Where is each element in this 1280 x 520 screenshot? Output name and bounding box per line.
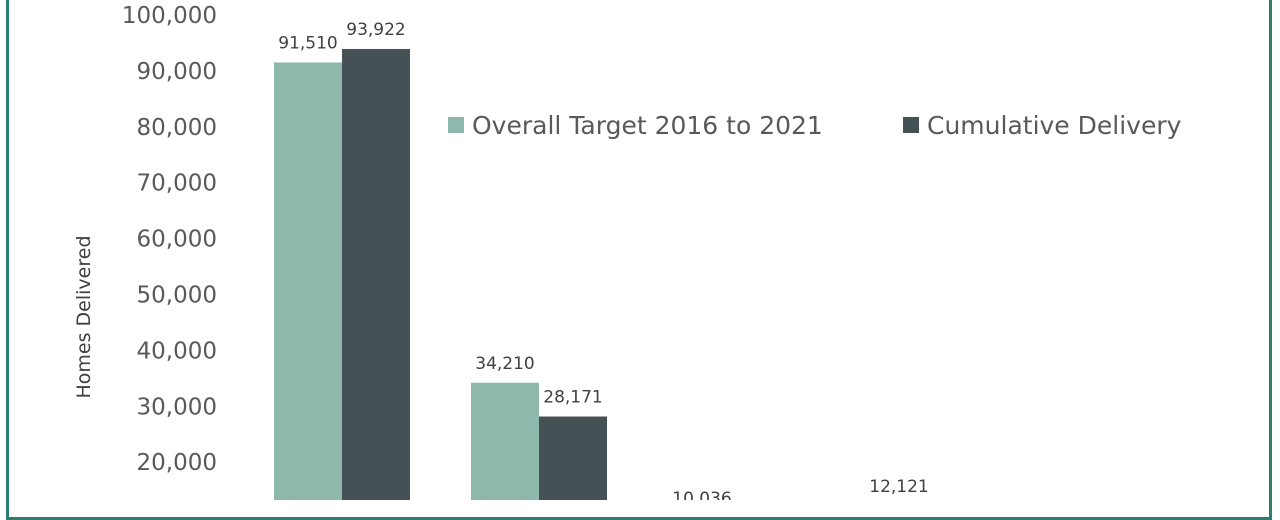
- data-labels-group: 91,510 34,210 10,036 12,121 93,922 28,171: [278, 20, 928, 500]
- legend-label: Overall Target 2016 to 2021: [472, 111, 823, 140]
- bar: [539, 416, 607, 500]
- y-tick-label: 100,000: [122, 3, 217, 29]
- data-label: 28,171: [543, 388, 602, 408]
- bar: [342, 48, 410, 500]
- legend: Overall Target 2016 to 2021 Cumulative De…: [448, 111, 1182, 140]
- bars-group: [274, 48, 607, 500]
- y-axis-label: Homes Delivered: [73, 235, 95, 398]
- y-tick-label: 20,000: [137, 450, 217, 476]
- y-axis: 100,000 90,000 80,000 70,000 60,000 50,000 40,…: [122, 3, 217, 476]
- bar: [471, 382, 539, 500]
- data-label: 93,922: [346, 20, 405, 40]
- y-tick-label: 60,000: [137, 227, 217, 253]
- y-tick-label: 80,000: [137, 115, 217, 141]
- legend-swatch: [448, 117, 464, 133]
- y-tick-label: 50,000: [137, 283, 217, 309]
- legend-label: Cumulative Delivery: [927, 111, 1182, 140]
- y-tick-label: 40,000: [137, 338, 217, 364]
- legend-swatch: [903, 117, 919, 133]
- data-label: 91,510: [278, 33, 337, 53]
- y-tick-label: 90,000: [137, 59, 217, 85]
- y-tick-label: 30,000: [137, 394, 217, 420]
- bar: [274, 62, 342, 500]
- data-label: 34,210: [475, 354, 534, 374]
- y-tick-label: 70,000: [137, 171, 217, 197]
- bar-chart: 100,000 90,000 80,000 70,000 60,000 50,000 40,…: [73, 3, 1182, 500]
- data-label: 12,121: [869, 477, 928, 497]
- data-label: 10,036: [672, 489, 731, 500]
